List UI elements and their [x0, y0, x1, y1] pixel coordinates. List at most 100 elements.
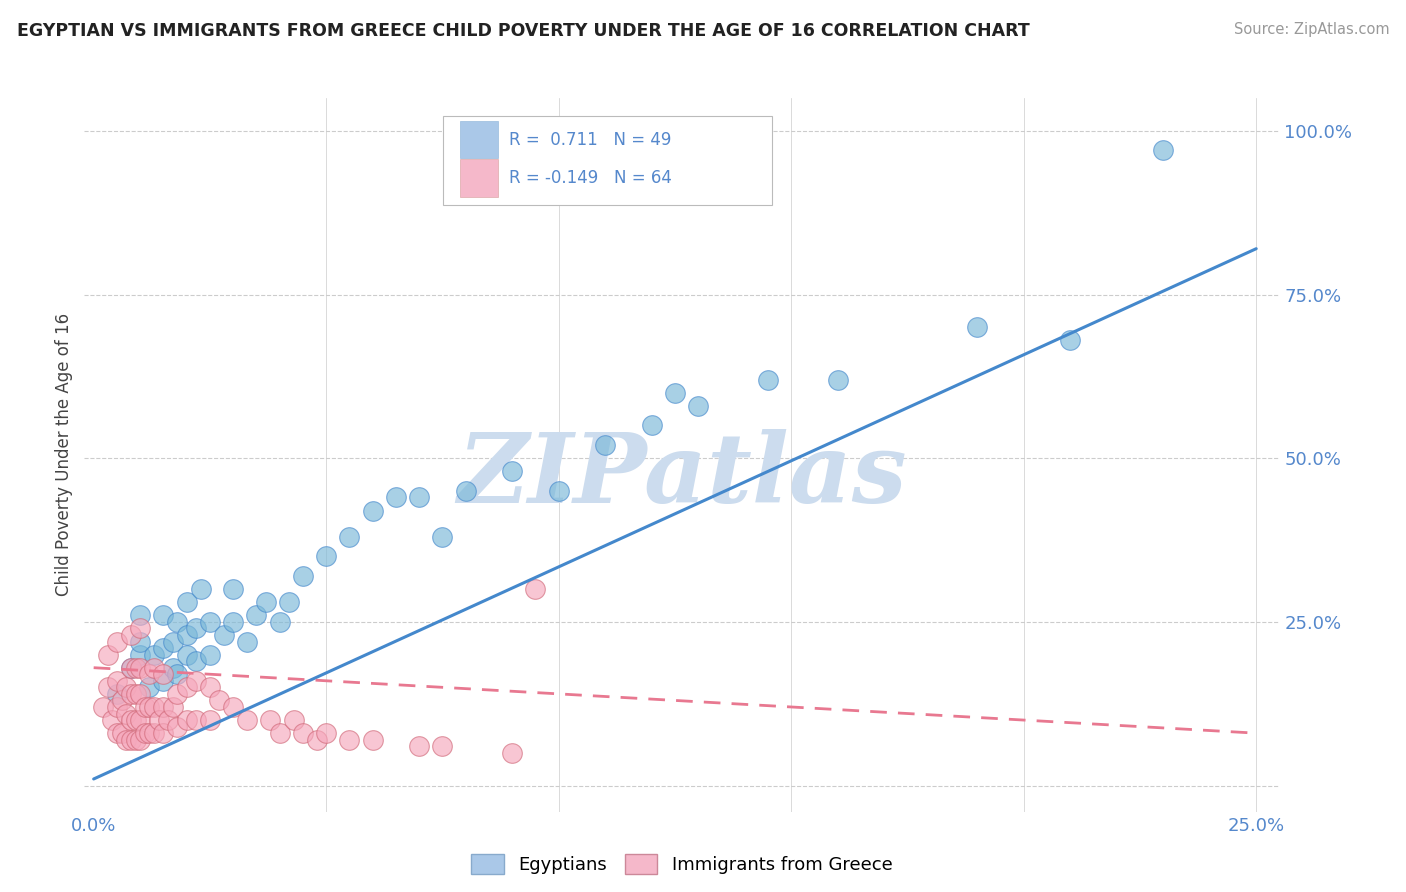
- Point: [198, 713, 221, 727]
- Point: [110, 693, 132, 707]
- Point: [827, 373, 849, 387]
- Point: [166, 720, 188, 734]
- Point: [138, 681, 160, 695]
- Point: [134, 726, 156, 740]
- Point: [198, 681, 221, 695]
- Text: ZIPatlas: ZIPatlas: [457, 429, 907, 524]
- Point: [120, 661, 142, 675]
- Point: [184, 713, 207, 727]
- Point: [129, 621, 152, 635]
- Point: [110, 726, 132, 740]
- Point: [222, 615, 245, 629]
- Text: EGYPTIAN VS IMMIGRANTS FROM GREECE CHILD POVERTY UNDER THE AGE OF 16 CORRELATION: EGYPTIAN VS IMMIGRANTS FROM GREECE CHILD…: [17, 22, 1029, 40]
- Point: [756, 373, 779, 387]
- Point: [105, 726, 128, 740]
- Point: [157, 713, 180, 727]
- Point: [148, 713, 170, 727]
- Point: [115, 706, 138, 721]
- Point: [408, 739, 430, 754]
- Point: [120, 628, 142, 642]
- Point: [664, 385, 686, 400]
- Point: [291, 569, 314, 583]
- Legend: Egyptians, Immigrants from Greece: Egyptians, Immigrants from Greece: [464, 847, 900, 881]
- Point: [283, 713, 305, 727]
- Point: [162, 700, 184, 714]
- Point: [222, 700, 245, 714]
- Point: [129, 608, 152, 623]
- Point: [143, 700, 166, 714]
- Point: [184, 673, 207, 688]
- Point: [152, 726, 174, 740]
- Y-axis label: Child Poverty Under the Age of 16: Child Poverty Under the Age of 16: [55, 313, 73, 597]
- Point: [97, 648, 120, 662]
- Point: [190, 582, 212, 596]
- Point: [966, 320, 988, 334]
- FancyBboxPatch shape: [443, 116, 772, 205]
- Point: [162, 634, 184, 648]
- Point: [115, 732, 138, 747]
- Point: [245, 608, 267, 623]
- Point: [143, 726, 166, 740]
- Point: [152, 608, 174, 623]
- Point: [184, 621, 207, 635]
- Point: [198, 615, 221, 629]
- Point: [129, 713, 152, 727]
- Point: [208, 693, 231, 707]
- Point: [129, 661, 152, 675]
- Point: [166, 687, 188, 701]
- Point: [152, 673, 174, 688]
- Point: [162, 661, 184, 675]
- Point: [688, 399, 710, 413]
- Point: [1059, 334, 1081, 348]
- Point: [176, 681, 198, 695]
- Point: [124, 661, 146, 675]
- Point: [120, 732, 142, 747]
- Point: [432, 530, 454, 544]
- Point: [105, 634, 128, 648]
- Point: [129, 732, 152, 747]
- Point: [269, 726, 291, 740]
- Point: [115, 681, 138, 695]
- Point: [120, 687, 142, 701]
- Point: [547, 483, 569, 498]
- Point: [124, 713, 146, 727]
- Point: [152, 667, 174, 681]
- Point: [152, 700, 174, 714]
- Point: [501, 464, 523, 478]
- Point: [120, 713, 142, 727]
- Point: [432, 739, 454, 754]
- Point: [254, 595, 277, 609]
- Point: [278, 595, 301, 609]
- Point: [184, 654, 207, 668]
- Point: [105, 673, 128, 688]
- Text: R = -0.149   N = 64: R = -0.149 N = 64: [509, 169, 672, 187]
- Point: [176, 628, 198, 642]
- Point: [501, 746, 523, 760]
- Point: [259, 713, 281, 727]
- Text: R =  0.711   N = 49: R = 0.711 N = 49: [509, 130, 671, 148]
- Point: [166, 667, 188, 681]
- Point: [166, 615, 188, 629]
- Point: [236, 634, 259, 648]
- Point: [129, 687, 152, 701]
- Point: [138, 700, 160, 714]
- Point: [339, 732, 361, 747]
- Point: [138, 667, 160, 681]
- Point: [222, 582, 245, 596]
- Point: [361, 503, 384, 517]
- Point: [315, 549, 337, 564]
- Point: [1152, 144, 1174, 158]
- Point: [641, 418, 664, 433]
- Point: [408, 491, 430, 505]
- Point: [143, 648, 166, 662]
- Point: [138, 726, 160, 740]
- Point: [105, 700, 128, 714]
- Point: [129, 634, 152, 648]
- Point: [105, 687, 128, 701]
- Point: [305, 732, 328, 747]
- Point: [143, 661, 166, 675]
- Point: [120, 661, 142, 675]
- Point: [101, 713, 124, 727]
- Point: [124, 732, 146, 747]
- Point: [91, 700, 114, 714]
